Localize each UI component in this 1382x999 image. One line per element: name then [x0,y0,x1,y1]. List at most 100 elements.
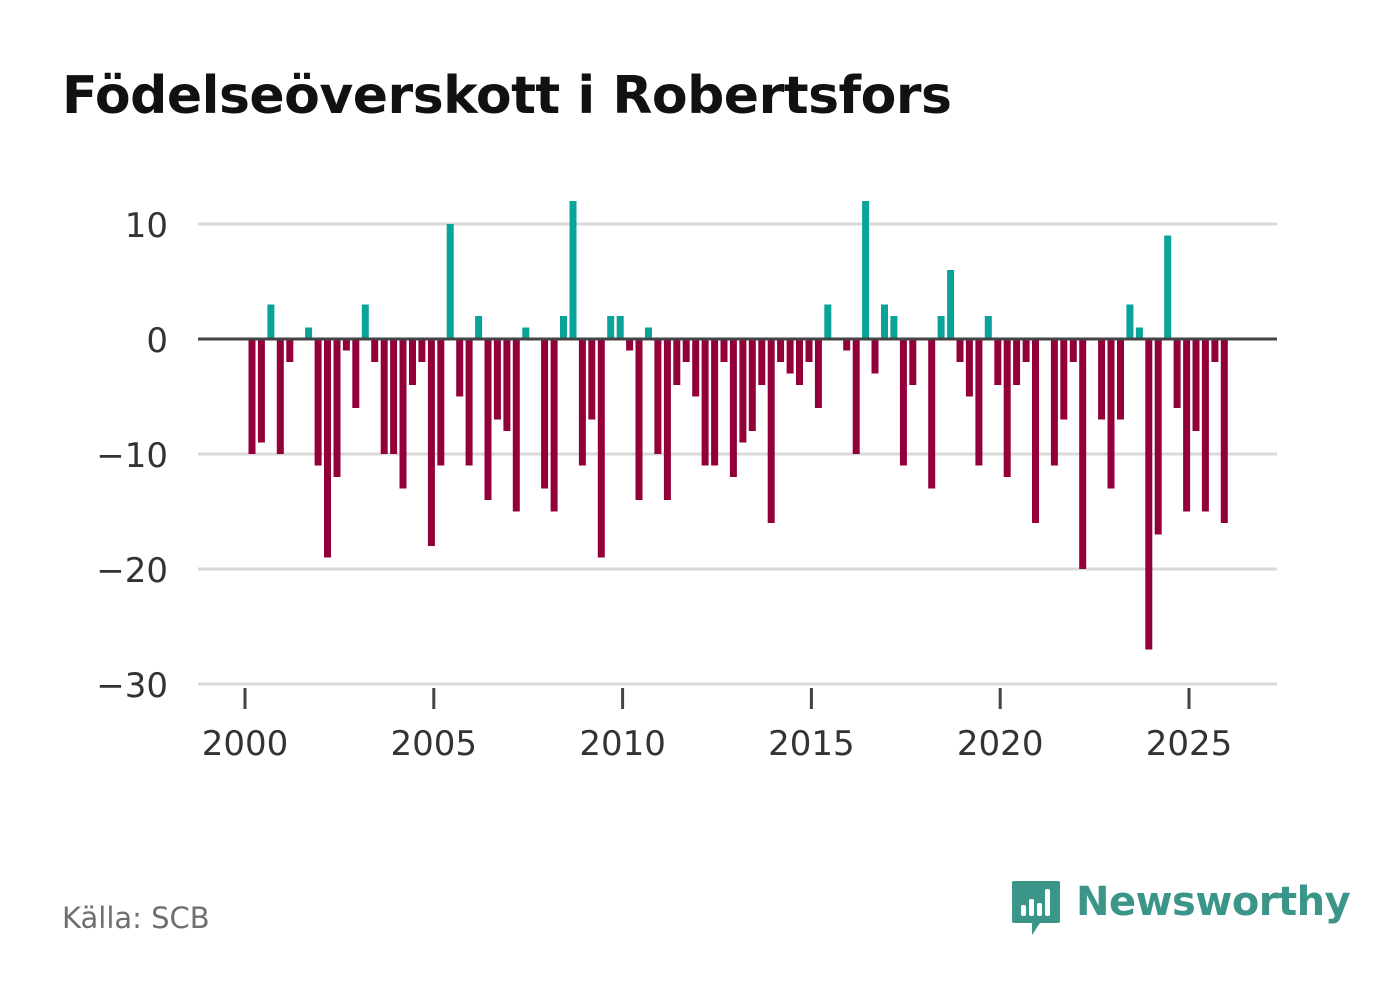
bar-negative [729,339,737,477]
bar-negative [682,339,690,362]
bar-positive [890,316,898,339]
bar-negative [541,339,549,489]
bar-positive [305,327,313,339]
bar-negative [550,339,558,512]
chart-title: Födelseöverskott i Robertsfors [62,66,952,126]
bar-negative [427,339,435,546]
bar-negative [578,339,586,466]
bar-negative [503,339,511,431]
x-tick-label: 2000 [202,724,289,764]
bars [248,201,1228,650]
bar-negative [597,339,605,558]
bar-negative [758,339,766,385]
bar-negative [899,339,907,466]
bar-positive [824,304,832,339]
bar-negative [418,339,426,362]
bar-negative [276,339,284,454]
bar-negative [1192,339,1200,431]
bar-negative [248,339,256,454]
bar-negative [314,339,322,466]
bar-negative [852,339,860,454]
bar-positive [267,304,275,339]
bar-negative [975,339,983,466]
bar-positive [361,304,369,339]
bar-positive [1135,327,1143,339]
bar-negative [1107,339,1115,489]
y-axis: 10 0 −10 −20 −30 [96,206,168,706]
y-tick-label: 0 [146,321,168,361]
bar-negative [814,339,822,408]
bar-negative [399,339,407,489]
bar-negative [635,339,643,500]
bar-negative [909,339,917,385]
bar-negative [465,339,473,466]
bar-negative [1183,339,1191,512]
bar-negative [409,339,416,385]
brand-logo[interactable]: Newsworthy [1010,877,1351,939]
bar-negative [748,339,756,431]
bar-negative [711,339,719,466]
bar-negative [456,339,464,397]
bar-negative [1154,339,1162,535]
bar-positive [522,327,530,339]
x-tick-label: 2005 [391,724,478,764]
y-tick-label: −30 [96,666,168,706]
x-axis: 2000 2005 2010 2015 2020 2025 [202,688,1233,764]
bar-positive [569,201,577,339]
bar-positive [560,316,567,339]
bar-negative [994,339,1002,385]
bar-negative [673,339,681,385]
bar-negative [1050,339,1058,466]
bar-negative [956,339,964,362]
y-tick-label: −20 [96,551,168,591]
bar-negative [786,339,794,374]
bar-negative [805,339,813,362]
bar-negative [588,339,596,420]
bar-positive [937,316,945,339]
bar-negative [437,339,445,466]
bar-positive [475,316,483,339]
y-tick-label: 10 [125,206,168,246]
bar-negative [1079,339,1087,569]
grid-lines [198,222,1277,686]
bar-negative [739,339,747,443]
bar-negative [843,339,851,351]
bar-negative [371,339,379,362]
bar-negative [1003,339,1011,477]
x-tick-label: 2010 [579,724,666,764]
bar-positive [1126,304,1134,339]
bar-negative [1220,339,1228,523]
bar-negative [701,339,709,466]
bar-negative [692,339,700,397]
bar-negative [493,339,501,420]
bar-negative [352,339,360,408]
y-tick-label: −10 [96,436,168,476]
bar-positive [446,224,454,339]
bar-negative [1173,339,1181,408]
bar-negative [1069,339,1077,362]
bar-negative [333,339,341,477]
bar-negative [777,339,785,362]
bar-negative [767,339,775,523]
x-tick-label: 2015 [768,724,855,764]
bar-negative [342,339,350,351]
bar-positive [984,316,992,339]
x-tick-label: 2025 [1146,724,1233,764]
bar-positive [607,316,615,339]
bar-negative [663,339,671,500]
bar-negative [286,339,294,362]
brand-name: Newsworthy [1076,879,1351,925]
bar-negative [1013,339,1021,385]
newsworthy-logo-icon [1012,881,1060,935]
bar-negative [1211,339,1219,362]
bar-positive [947,270,955,339]
bar-negative [796,339,803,385]
bar-negative [1145,339,1153,650]
bar-positive [862,201,870,339]
bar-positive [616,316,624,339]
bar-negative [626,339,634,351]
bar-negative [324,339,331,558]
bar-positive [1164,235,1172,339]
bar-positive [645,327,652,339]
bar-negative [1098,339,1106,420]
